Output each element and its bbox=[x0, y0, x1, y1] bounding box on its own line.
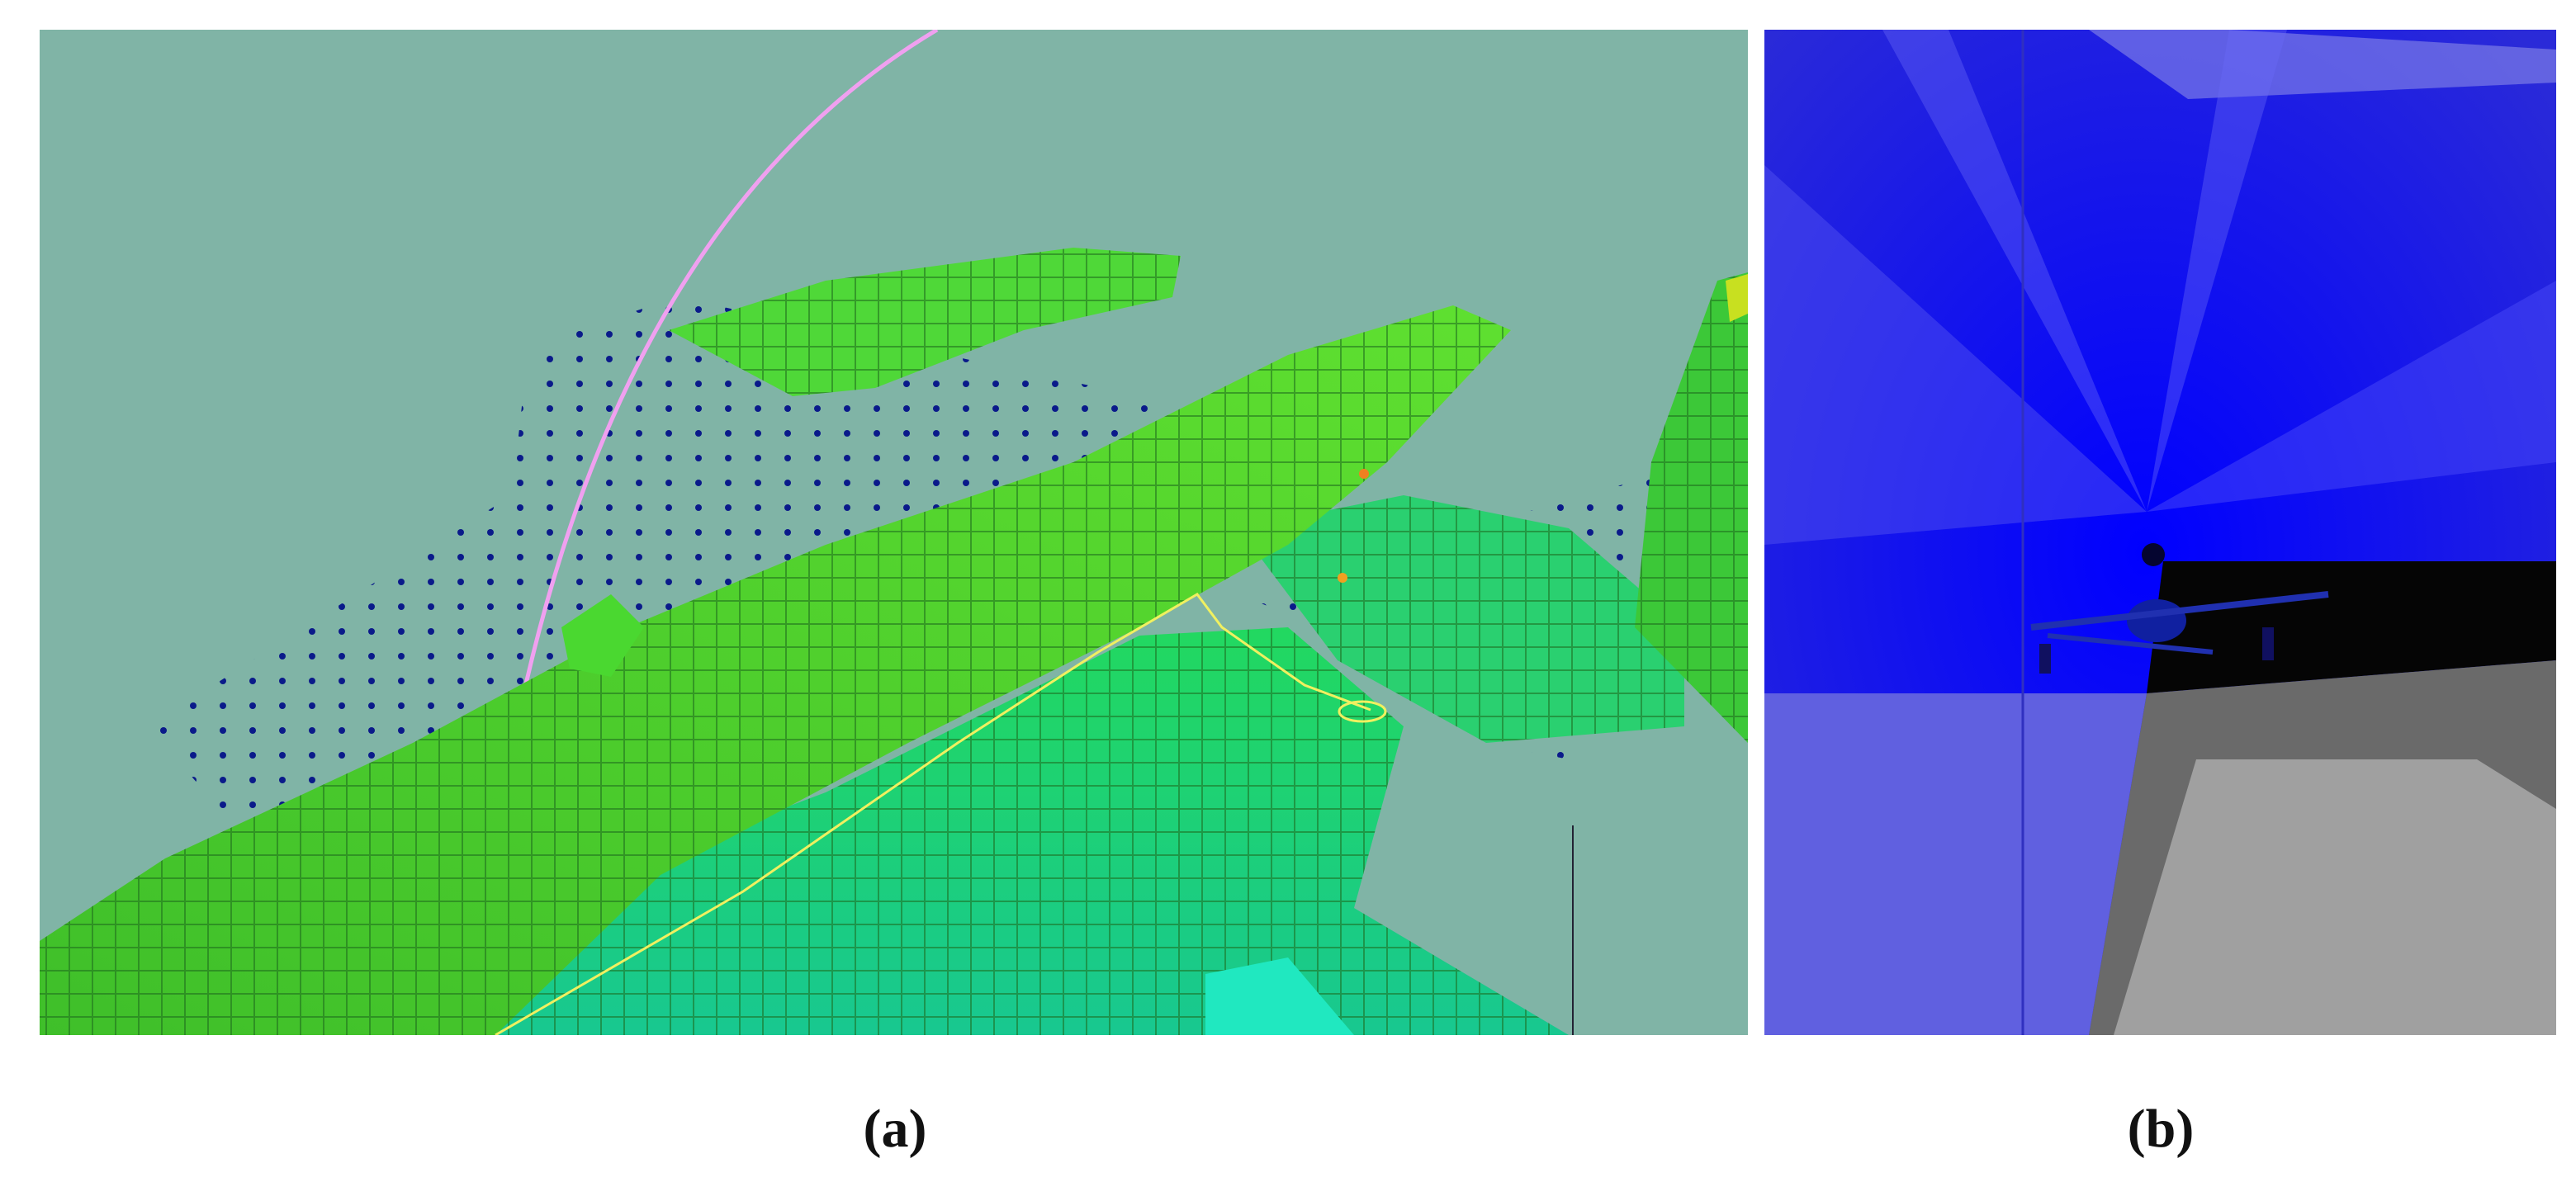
shape bbox=[1635, 272, 1748, 743]
shape bbox=[1338, 573, 1347, 583]
shape bbox=[2089, 30, 2556, 99]
shape bbox=[1726, 274, 1748, 322]
figure-images bbox=[40, 30, 2556, 1035]
shape bbox=[2047, 633, 2214, 655]
shape bbox=[2147, 281, 2556, 512]
shape bbox=[2127, 599, 2186, 642]
shape bbox=[1882, 30, 2147, 512]
shape bbox=[495, 593, 1371, 1035]
shape bbox=[462, 627, 1569, 1035]
shape bbox=[40, 305, 1511, 1035]
shape bbox=[2114, 759, 2556, 1035]
panel-label: (a) bbox=[863, 1099, 927, 1159]
shape bbox=[1764, 165, 2147, 545]
shape bbox=[149, 297, 1288, 842]
shape bbox=[2039, 644, 2051, 674]
shape bbox=[1359, 469, 1369, 479]
shape bbox=[1338, 700, 1387, 723]
shape bbox=[2147, 561, 2556, 693]
shape bbox=[2142, 543, 2165, 566]
panel-label: (b) bbox=[2127, 1099, 2195, 1159]
shape bbox=[1238, 495, 1684, 743]
shape bbox=[2030, 591, 2329, 631]
shape bbox=[2147, 30, 2287, 512]
shape bbox=[518, 30, 939, 711]
shape bbox=[2262, 627, 2274, 660]
panel-a-image bbox=[40, 30, 1748, 1035]
shape bbox=[561, 594, 644, 677]
panel-b-image bbox=[1764, 30, 2556, 1035]
drone bbox=[2030, 543, 2329, 674]
shape bbox=[1764, 693, 2147, 1035]
shape bbox=[669, 248, 1181, 396]
shape bbox=[1205, 957, 1354, 1035]
